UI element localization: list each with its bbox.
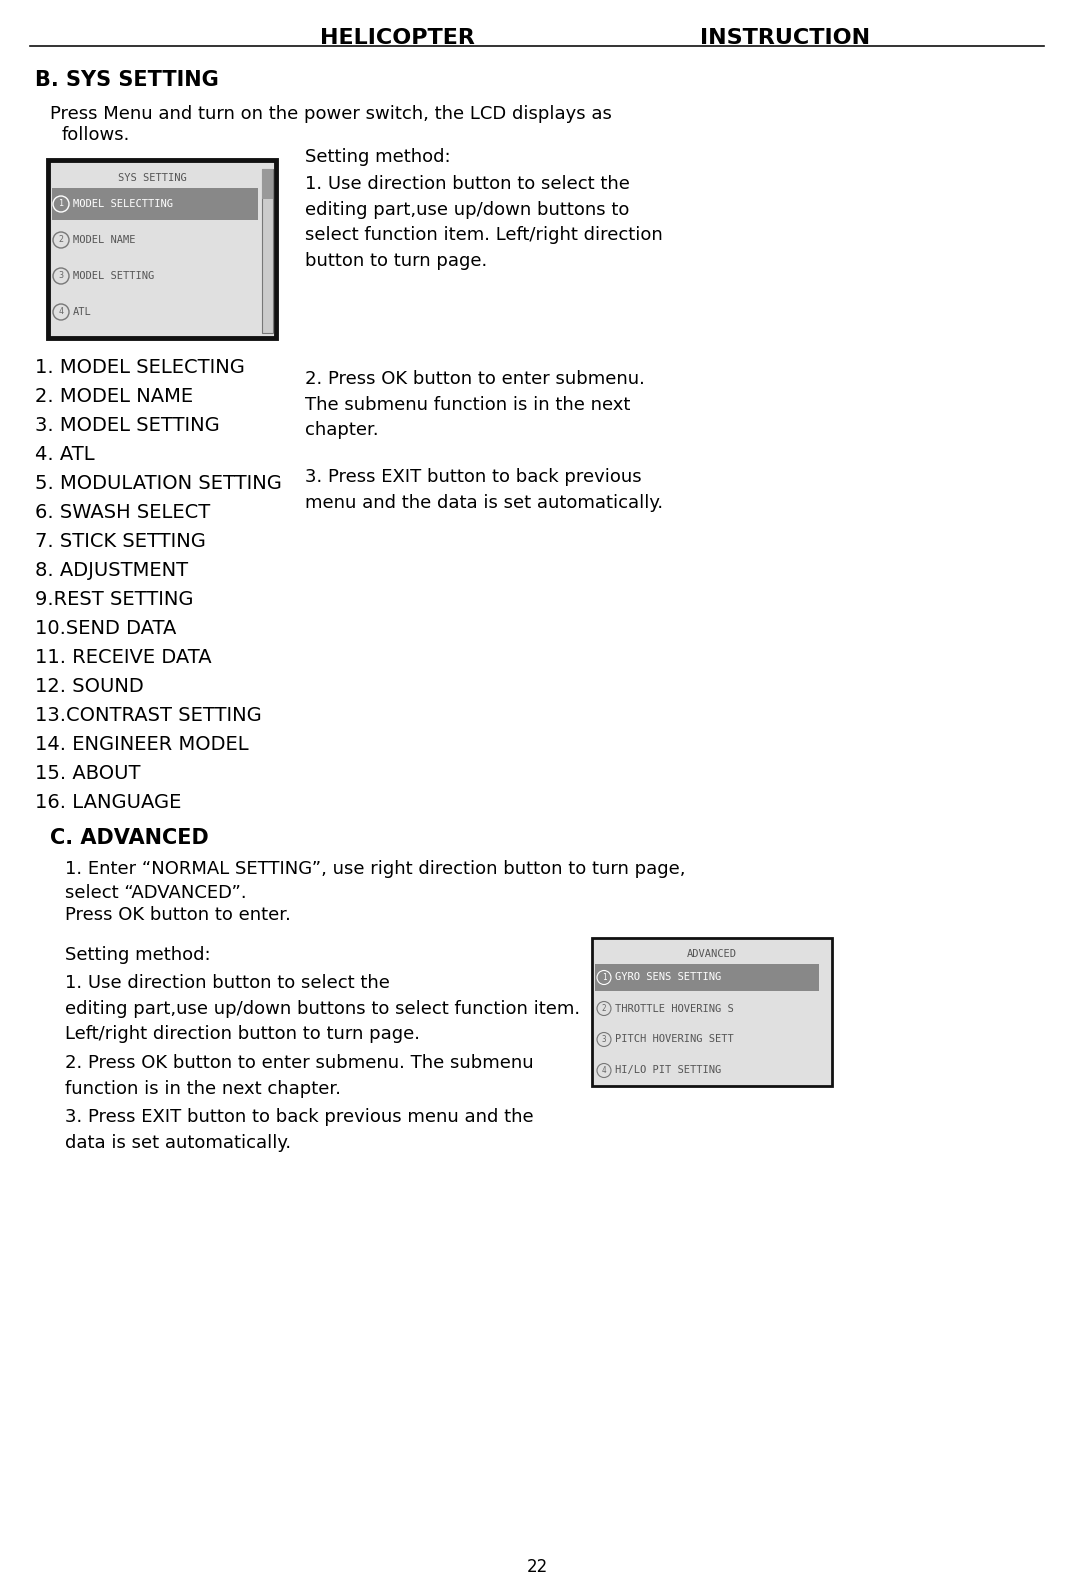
Text: 6. SWASH SELECT: 6. SWASH SELECT (35, 502, 211, 521)
Text: 14. ENGINEER MODEL: 14. ENGINEER MODEL (35, 736, 248, 754)
Text: follows.: follows. (62, 126, 130, 143)
Text: Setting method:: Setting method: (66, 947, 211, 964)
Text: 2: 2 (601, 1003, 607, 1013)
Text: MODEL NAME: MODEL NAME (73, 235, 135, 246)
Text: 2: 2 (58, 236, 63, 244)
Text: 1. Enter “NORMAL SETTING”, use right direction button to turn page,: 1. Enter “NORMAL SETTING”, use right dir… (66, 860, 685, 877)
Text: MODEL SELECTTING: MODEL SELECTTING (73, 198, 173, 209)
Text: ATL: ATL (73, 307, 91, 317)
Text: 3. Press EXIT button to back previous menu and the
data is set automatically.: 3. Press EXIT button to back previous me… (66, 1107, 534, 1151)
Text: C. ADVANCED: C. ADVANCED (50, 828, 208, 847)
Text: 1. Use direction button to select the
editing part,use up/down buttons to
select: 1. Use direction button to select the ed… (305, 175, 663, 269)
Text: INSTRUCTION: INSTRUCTION (700, 28, 870, 47)
Text: PITCH HOVERING SETT: PITCH HOVERING SETT (615, 1035, 734, 1044)
Text: 2. Press OK button to enter submenu.
The submenu function is in the next
chapter: 2. Press OK button to enter submenu. The… (305, 370, 644, 439)
Bar (592, 939, 832, 1087)
Text: 10.SEND DATA: 10.SEND DATA (35, 619, 176, 638)
Text: 1: 1 (601, 973, 607, 981)
Text: 22: 22 (526, 1558, 548, 1575)
Text: 5. MODULATION SETTING: 5. MODULATION SETTING (35, 474, 281, 493)
Text: GYRO SENS SETTING: GYRO SENS SETTING (615, 972, 722, 983)
Text: Setting method:: Setting method: (305, 148, 451, 165)
Text: 15. ABOUT: 15. ABOUT (35, 764, 141, 783)
Text: 3. Press EXIT button to back previous
menu and the data is set automatically.: 3. Press EXIT button to back previous me… (305, 468, 663, 512)
Text: 2. MODEL NAME: 2. MODEL NAME (35, 387, 193, 406)
Text: 3: 3 (58, 271, 63, 280)
Bar (48, 161, 276, 339)
Text: 1. MODEL SELECTING: 1. MODEL SELECTING (35, 358, 245, 376)
Text: 9.REST SETTING: 9.REST SETTING (35, 591, 193, 610)
Text: ADVANCED: ADVANCED (687, 950, 737, 959)
Text: Press Menu and turn on the power switch, the LCD displays as: Press Menu and turn on the power switch,… (50, 106, 612, 123)
Text: 16. LANGUAGE: 16. LANGUAGE (35, 792, 182, 813)
Text: 4. ATL: 4. ATL (35, 446, 95, 465)
Text: 8. ADJUSTMENT: 8. ADJUSTMENT (35, 561, 188, 580)
Text: THROTTLE HOVERING S: THROTTLE HOVERING S (615, 1003, 734, 1013)
Text: MODEL SETTING: MODEL SETTING (73, 271, 155, 280)
Bar (52, 187, 258, 220)
Text: 12. SOUND: 12. SOUND (35, 677, 144, 696)
Text: select “ADVANCED”.: select “ADVANCED”. (66, 884, 247, 902)
Text: B. SYS SETTING: B. SYS SETTING (35, 69, 219, 90)
Text: 13.CONTRAST SETTING: 13.CONTRAST SETTING (35, 706, 262, 724)
Bar (595, 964, 819, 991)
Text: 3. MODEL SETTING: 3. MODEL SETTING (35, 416, 220, 435)
Text: SYS SETTING: SYS SETTING (118, 173, 187, 183)
Bar (262, 169, 273, 198)
Text: 11. RECEIVE DATA: 11. RECEIVE DATA (35, 647, 212, 666)
Text: 7. STICK SETTING: 7. STICK SETTING (35, 532, 206, 551)
Text: 1. Use direction button to select the
editing part,use up/down buttons to select: 1. Use direction button to select the ed… (66, 973, 580, 1043)
Text: HI/LO PIT SETTING: HI/LO PIT SETTING (615, 1066, 722, 1076)
Text: 3: 3 (601, 1035, 607, 1044)
Text: 2. Press OK button to enter submenu. The submenu
function is in the next chapter: 2. Press OK button to enter submenu. The… (66, 1054, 534, 1098)
Text: 4: 4 (58, 307, 63, 317)
Text: 4: 4 (601, 1066, 607, 1076)
Text: HELICOPTER: HELICOPTER (320, 28, 475, 47)
Bar (262, 169, 273, 332)
Text: Press OK button to enter.: Press OK button to enter. (66, 906, 291, 925)
Text: 1: 1 (58, 200, 63, 208)
